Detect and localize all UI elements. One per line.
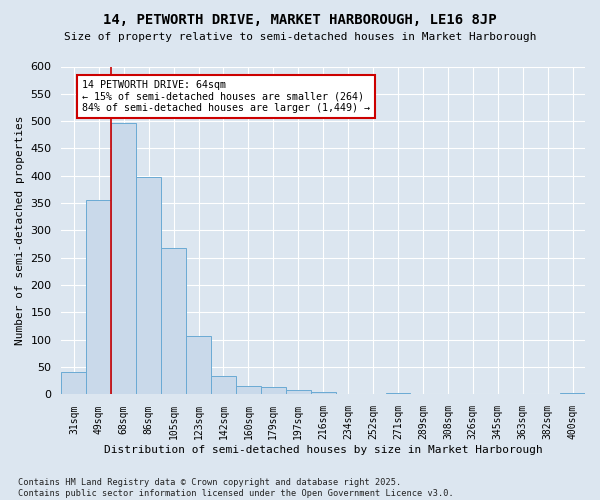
Bar — [111, 123, 136, 394]
Text: 14, PETWORTH DRIVE, MARKET HARBOROUGH, LE16 8JP: 14, PETWORTH DRIVE, MARKET HARBOROUGH, L… — [103, 12, 497, 26]
Bar — [186, 336, 211, 394]
Bar — [136, 177, 161, 394]
Y-axis label: Number of semi-detached properties: Number of semi-detached properties — [15, 116, 25, 345]
X-axis label: Distribution of semi-detached houses by size in Market Harborough: Distribution of semi-detached houses by … — [104, 445, 542, 455]
Bar — [236, 386, 261, 394]
Bar — [211, 376, 236, 394]
Text: Size of property relative to semi-detached houses in Market Harborough: Size of property relative to semi-detach… — [64, 32, 536, 42]
Bar — [86, 200, 111, 394]
Bar — [61, 372, 86, 394]
Bar — [286, 390, 311, 394]
Bar — [261, 388, 286, 394]
Bar — [161, 248, 186, 394]
Text: 14 PETWORTH DRIVE: 64sqm
← 15% of semi-detached houses are smaller (264)
84% of : 14 PETWORTH DRIVE: 64sqm ← 15% of semi-d… — [82, 80, 370, 113]
Text: Contains HM Land Registry data © Crown copyright and database right 2025.
Contai: Contains HM Land Registry data © Crown c… — [18, 478, 454, 498]
Bar — [311, 392, 335, 394]
